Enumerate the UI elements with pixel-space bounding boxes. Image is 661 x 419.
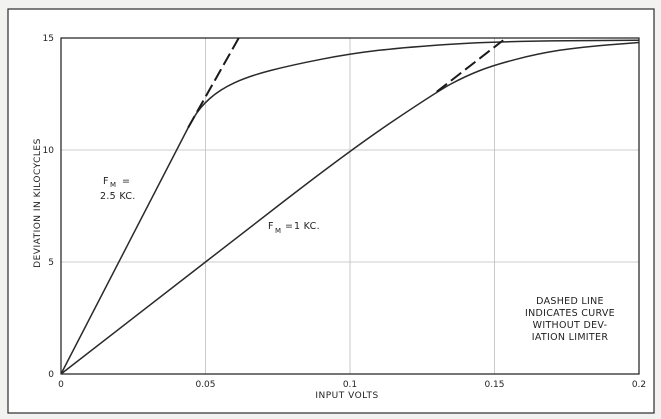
series-curve-1 bbox=[60, 41, 640, 375]
series-label-fm-1-eq: = bbox=[285, 221, 293, 232]
series-label-fm-2-5-sub: M bbox=[110, 181, 116, 189]
x-tick-label: 0.2 bbox=[632, 380, 646, 390]
y-tick-label: 0 bbox=[48, 370, 54, 380]
x-tick-label: 0.1 bbox=[343, 380, 357, 390]
plot-area bbox=[60, 37, 640, 375]
series-label-fm-2-5-value: 2.5 KC. bbox=[100, 191, 136, 202]
y-tick-label: 5 bbox=[48, 258, 54, 268]
series-label-fm-2-5: F M = 2.5 KC. bbox=[100, 176, 136, 202]
series-label-fm-1-sub: M bbox=[275, 227, 281, 235]
note-line-4: IATION LIMITER bbox=[532, 332, 609, 343]
x-axis-ticks: 0 0.05 0.1 0.15 0.2 bbox=[58, 380, 646, 390]
curves bbox=[60, 37, 640, 375]
y-tick-label: 15 bbox=[43, 34, 54, 44]
x-tick-label: 0 bbox=[58, 380, 64, 390]
dashed-line-note: DASHED LINE INDICATES CURVE WITHOUT DEV-… bbox=[525, 296, 615, 343]
y-axis-ticks: 0 5 10 15 bbox=[43, 34, 55, 380]
series-dashed-extension-1 bbox=[436, 39, 504, 93]
series-label-fm-1: F M = 1 KC. bbox=[268, 221, 320, 235]
series-label-fm-2-5-eq: = bbox=[122, 176, 130, 187]
x-tick-label: 0.15 bbox=[484, 380, 504, 390]
outer-frame bbox=[7, 8, 655, 414]
note-line-3: WITHOUT DEV- bbox=[533, 320, 608, 331]
note-line-1: DASHED LINE bbox=[536, 296, 604, 307]
series-label-fm-1-value: 1 KC. bbox=[294, 221, 320, 232]
y-tick-label: 10 bbox=[43, 146, 55, 156]
y-axis-label: DEVIATION IN KILOCYCLES bbox=[33, 138, 43, 268]
series-label-fm-2-5-f: F bbox=[103, 176, 109, 187]
x-tick-label: 0.05 bbox=[195, 380, 215, 390]
note-line-2: INDICATES CURVE bbox=[525, 308, 615, 319]
x-axis-label: INPUT VOLTS bbox=[315, 391, 378, 401]
grid bbox=[61, 38, 639, 374]
series-label-fm-1-f: F bbox=[268, 221, 274, 232]
